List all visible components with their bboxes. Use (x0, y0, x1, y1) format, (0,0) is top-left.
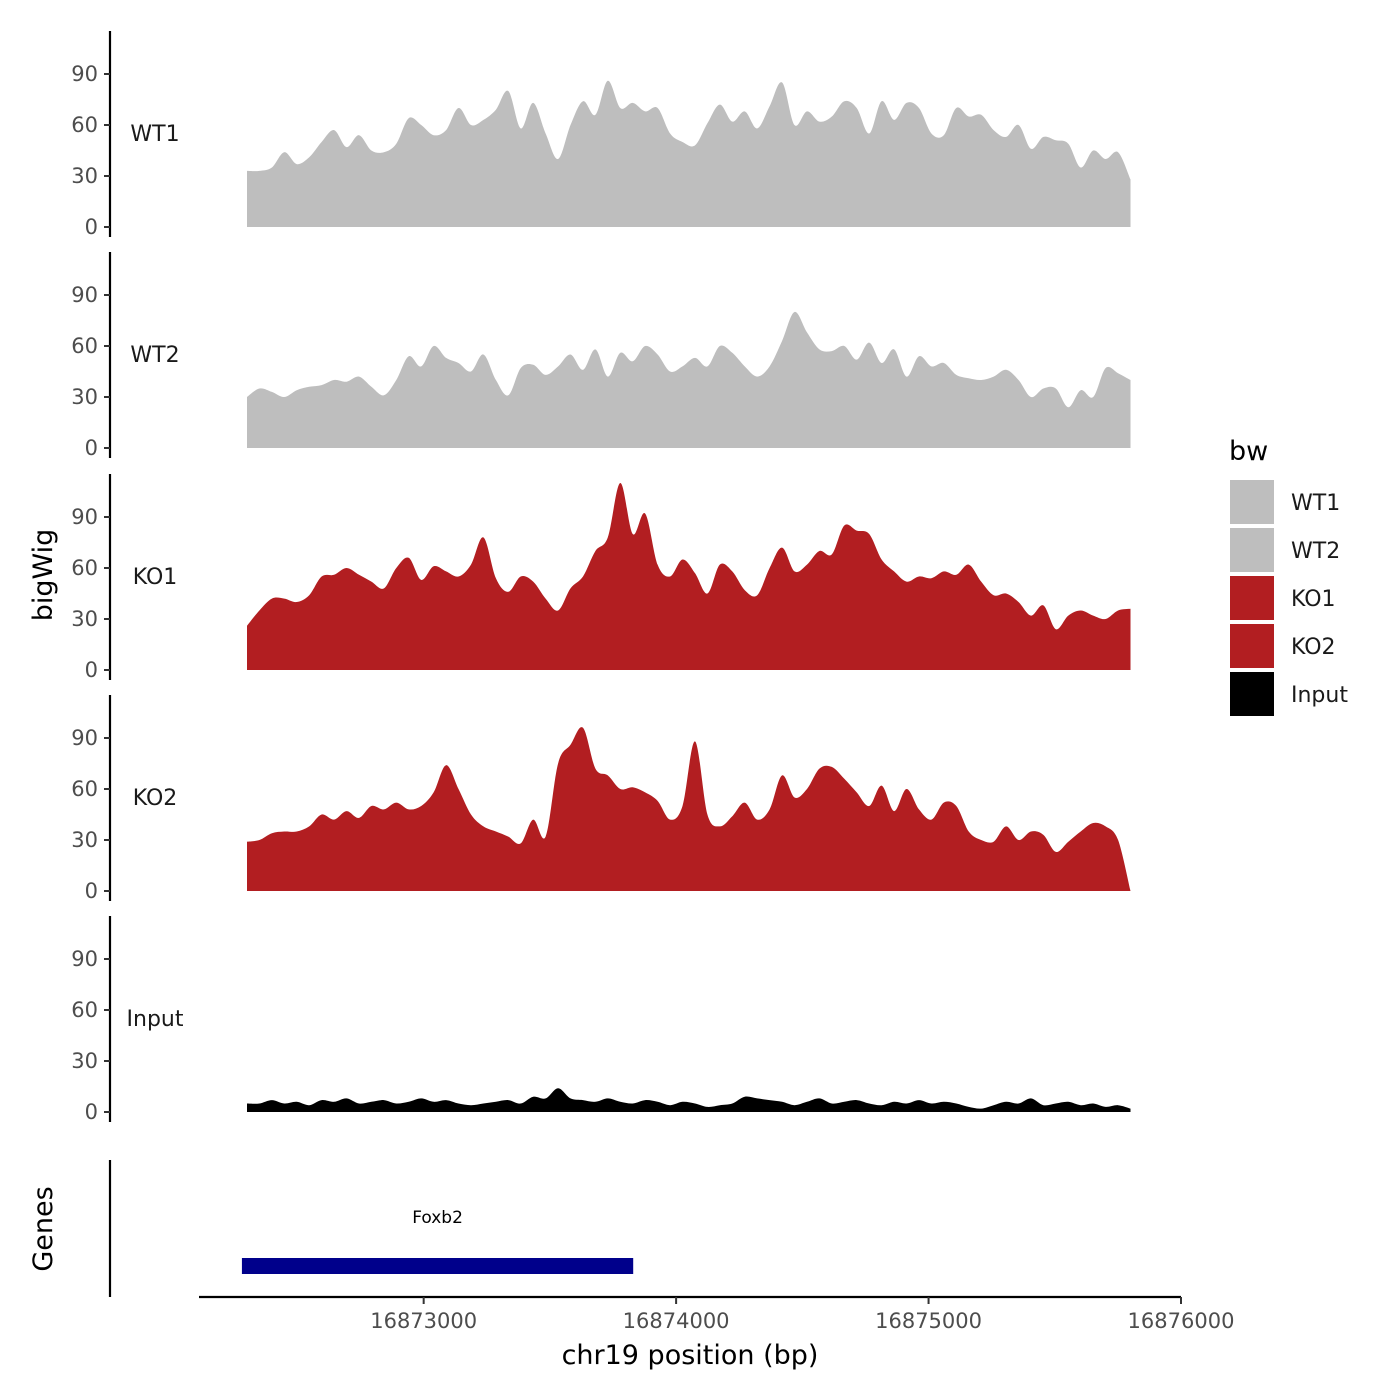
y-tick-label: 0 (85, 436, 98, 460)
track-label: WT1 (130, 122, 179, 147)
y-tick-label: 0 (85, 1100, 98, 1124)
x-tick-label: 16876000 (1128, 1309, 1235, 1333)
legend-label: KO1 (1291, 587, 1336, 612)
legend-label: WT2 (1291, 539, 1340, 564)
y-tick-label: 30 (71, 385, 98, 409)
signal-area-ko2 (247, 727, 1131, 891)
track-label: Input (127, 1007, 184, 1032)
x-axis: 16873000 16874000 16875000 16876000 (199, 1295, 1235, 1333)
y-tick-label: 0 (85, 879, 98, 903)
track-panel-ko2: 0 30 60 90 KO2 (71, 695, 1131, 903)
tracks-layer: 0 30 60 90 WT1 0 30 60 90 WT2 0 30 60 90 KO1 0 30 60 90 KO2… (71, 31, 1131, 1124)
track-panel-wt2: 0 30 60 90 WT2 (71, 252, 1131, 460)
y-tick-label: 60 (71, 998, 98, 1022)
y-tick-label: 30 (71, 1049, 98, 1073)
x-axis-title: chr19 position (bp) (562, 1340, 819, 1371)
y-tick-label: 0 (85, 658, 98, 682)
signal-area-wt1 (247, 80, 1131, 227)
y-tick-label: 90 (71, 726, 98, 750)
y-tick-label: 30 (71, 607, 98, 631)
x-tick-label: 16874000 (623, 1309, 730, 1333)
genes-axis-title: Genes (28, 1186, 59, 1271)
y-tick-label: 60 (71, 113, 98, 137)
y-tick-label: 30 (71, 828, 98, 852)
legend-label: WT1 (1291, 491, 1340, 516)
signal-area-ko1 (247, 482, 1131, 670)
gene-bar (241, 1258, 634, 1274)
track-label: KO1 (133, 565, 178, 590)
legend-title: bw (1229, 436, 1268, 467)
signal-area-input (247, 1088, 1131, 1112)
track-label: WT2 (130, 343, 179, 368)
y-tick-label: 90 (71, 947, 98, 971)
track-panel-input: 0 30 60 90 Input (71, 916, 1131, 1124)
legend-swatch-ko1 (1230, 576, 1274, 620)
genes-layer: Foxb2 (108, 1160, 634, 1297)
legend-label: KO2 (1291, 635, 1336, 660)
gene-label: Foxb2 (412, 1208, 463, 1228)
legend-swatch-input (1230, 672, 1274, 716)
y-tick-label: 0 (85, 215, 98, 239)
track-panel-wt1: 0 30 60 90 WT1 (71, 31, 1131, 239)
x-tick-label: 16873000 (370, 1309, 477, 1333)
x-tick-label: 16875000 (875, 1309, 982, 1333)
legend-label: Input (1291, 683, 1348, 708)
y-tick-label: 90 (71, 505, 98, 529)
legend-swatch-ko2 (1230, 624, 1274, 668)
legend-swatch-wt2 (1230, 528, 1274, 572)
legend-swatch-wt1 (1230, 480, 1274, 524)
y-tick-label: 60 (71, 777, 98, 801)
y-axis-title: bigWig (28, 529, 59, 622)
y-tick-label: 90 (71, 283, 98, 307)
y-tick-label: 30 (71, 164, 98, 188)
y-tick-label: 60 (71, 334, 98, 358)
track-label: KO2 (133, 786, 178, 811)
y-tick-label: 60 (71, 556, 98, 580)
legend: WT1 WT2 KO1 KO2 Input (1230, 480, 1348, 716)
y-tick-label: 90 (71, 62, 98, 86)
track-panel-ko1: 0 30 60 90 KO1 (71, 474, 1131, 682)
signal-area-wt2 (247, 311, 1131, 448)
